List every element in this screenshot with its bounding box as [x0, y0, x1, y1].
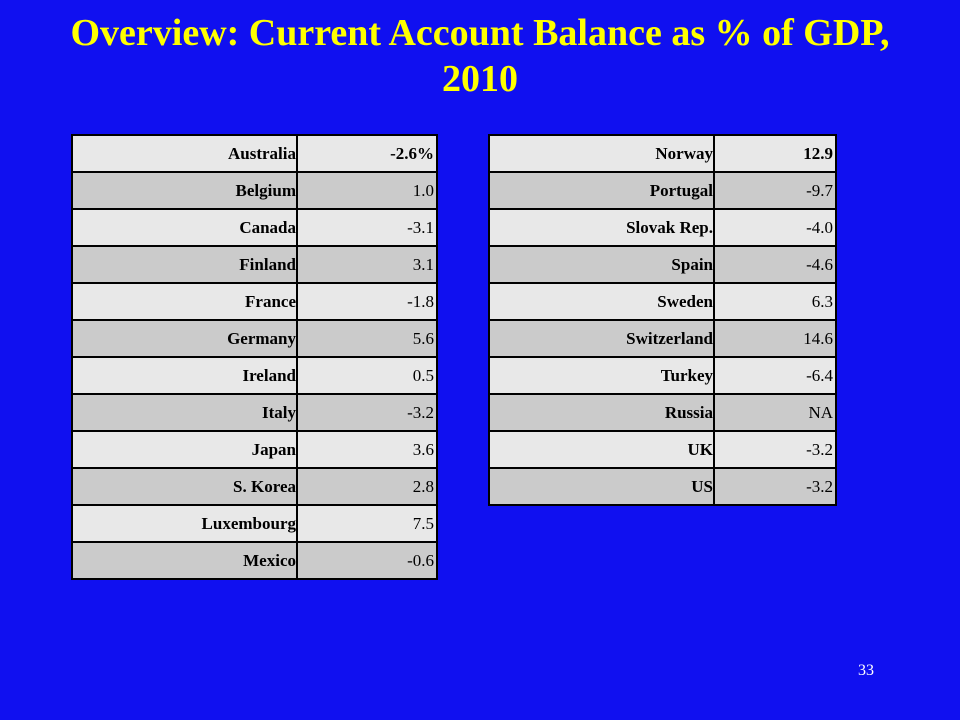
table-row: UK -3.2: [488, 430, 837, 469]
country-value: -0.6: [296, 541, 438, 580]
country-value: -6.4: [713, 356, 837, 395]
table-row: Germany 5.6: [71, 319, 438, 358]
country-value: -1.8: [296, 282, 438, 321]
country-value: 2.8: [296, 467, 438, 506]
table-row: Russia NA: [488, 393, 837, 432]
country-name: Sweden: [488, 282, 715, 321]
table-row: Slovak Rep. -4.0: [488, 208, 837, 247]
country-value: -3.2: [713, 467, 837, 506]
country-name: Russia: [488, 393, 715, 432]
table-row: US -3.2: [488, 467, 837, 506]
country-value: -4.0: [713, 208, 837, 247]
country-value: 14.6: [713, 319, 837, 358]
country-value: -3.2: [713, 430, 837, 469]
country-value: 3.6: [296, 430, 438, 469]
table-row: Switzerland 14.6: [488, 319, 837, 358]
country-name: Italy: [71, 393, 298, 432]
table-row: Turkey -6.4: [488, 356, 837, 395]
table-row: Luxembourg 7.5: [71, 504, 438, 543]
table-row: Portugal -9.7: [488, 171, 837, 210]
country-name: Spain: [488, 245, 715, 284]
country-value: -3.2: [296, 393, 438, 432]
country-value: -2.6%: [296, 134, 438, 173]
country-value: NA: [713, 393, 837, 432]
table-row: France -1.8: [71, 282, 438, 321]
country-value: -3.1: [296, 208, 438, 247]
country-name: Turkey: [488, 356, 715, 395]
country-name: Australia: [71, 134, 298, 173]
country-name: Finland: [71, 245, 298, 284]
slide-title: Overview: Current Account Balance as % o…: [70, 12, 890, 100]
country-name: UK: [488, 430, 715, 469]
country-table-right: Norway 12.9 Portugal -9.7 Slovak Rep. -4…: [488, 134, 837, 506]
country-name: Mexico: [71, 541, 298, 580]
country-name: US: [488, 467, 715, 506]
table-row: Ireland 0.5: [71, 356, 438, 395]
table-row: Spain -4.6: [488, 245, 837, 284]
table-row: Norway 12.9: [488, 134, 837, 173]
country-value: 1.0: [296, 171, 438, 210]
table-row: Canada -3.1: [71, 208, 438, 247]
country-name: Ireland: [71, 356, 298, 395]
table-row: S. Korea 2.8: [71, 467, 438, 506]
country-table-left: Australia -2.6% Belgium 1.0 Canada -3.1 …: [71, 134, 438, 580]
country-value: 0.5: [296, 356, 438, 395]
country-value: 12.9: [713, 134, 837, 173]
country-value: 5.6: [296, 319, 438, 358]
country-name: Belgium: [71, 171, 298, 210]
country-name: Luxembourg: [71, 504, 298, 543]
country-value: 3.1: [296, 245, 438, 284]
table-row: Italy -3.2: [71, 393, 438, 432]
country-value: 7.5: [296, 504, 438, 543]
table-row: Australia -2.6%: [71, 134, 438, 173]
country-name: Slovak Rep.: [488, 208, 715, 247]
country-name: France: [71, 282, 298, 321]
page-number: 33: [858, 662, 874, 679]
country-name: Germany: [71, 319, 298, 358]
country-name: Canada: [71, 208, 298, 247]
table-row: Japan 3.6: [71, 430, 438, 469]
country-value: -4.6: [713, 245, 837, 284]
country-name: Norway: [488, 134, 715, 173]
country-name: Switzerland: [488, 319, 715, 358]
country-value: -9.7: [713, 171, 837, 210]
table-row: Sweden 6.3: [488, 282, 837, 321]
table-row: Mexico -0.6: [71, 541, 438, 580]
country-name: Japan: [71, 430, 298, 469]
table-row: Belgium 1.0: [71, 171, 438, 210]
table-row: Finland 3.1: [71, 245, 438, 284]
country-value: 6.3: [713, 282, 837, 321]
country-name: Portugal: [488, 171, 715, 210]
country-name: S. Korea: [71, 467, 298, 506]
